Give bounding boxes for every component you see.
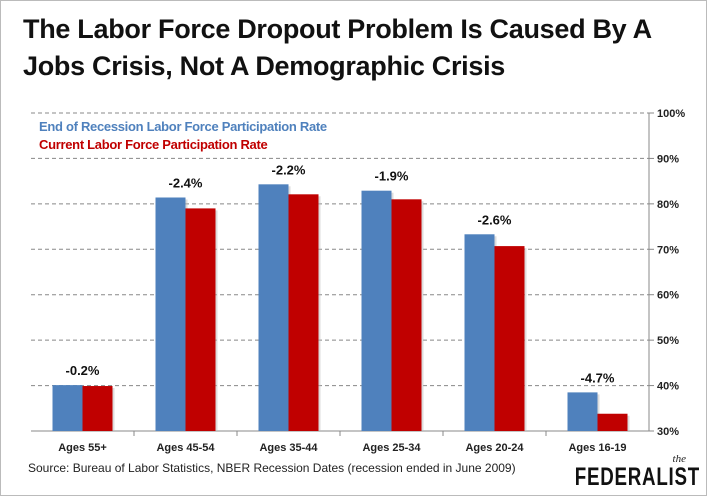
bar-end-of-recession — [52, 385, 83, 431]
legend-entry-current: Current Labor Force Participation Rate — [39, 137, 268, 152]
bar-current — [597, 413, 628, 431]
bar-current — [494, 246, 525, 431]
data-label: -2.4% — [169, 175, 203, 190]
bar-end-of-recession — [361, 190, 392, 431]
bar-end-of-recession — [567, 392, 598, 431]
federalist-logo: the FEDERALIST — [574, 453, 700, 491]
legend-entry-end-of-recession: End of Recession Labor Force Participati… — [39, 119, 327, 134]
source-note: Source: Bureau of Labor Statistics, NBER… — [28, 461, 516, 475]
x-tick-label: Ages 20-24 — [465, 442, 524, 454]
bar-current — [82, 386, 113, 431]
chart-title: The Labor Force Dropout Problem Is Cause… — [23, 14, 651, 81]
x-tick-label: Ages 25-34 — [362, 442, 421, 454]
bar-current — [391, 199, 422, 431]
y-tick-label: 100% — [657, 108, 685, 120]
y-tick-label: 40% — [657, 381, 679, 393]
bar-current — [288, 194, 319, 431]
data-label: -0.2% — [66, 363, 100, 378]
x-tick-label: Ages 55+ — [58, 442, 107, 454]
y-tick-label: 60% — [657, 290, 679, 302]
bar-end-of-recession — [464, 234, 495, 431]
y-tick-label: 90% — [657, 153, 679, 165]
x-tick-label: Ages 45-54 — [156, 442, 215, 454]
y-tick-label: 50% — [657, 335, 679, 347]
x-tick-label: Ages 35-44 — [259, 442, 318, 454]
y-tick-label: 70% — [657, 244, 679, 256]
bar-current — [185, 208, 216, 431]
y-tick-label: 80% — [657, 199, 679, 211]
data-label: -2.6% — [478, 212, 512, 227]
y-tick-label: 30% — [657, 426, 679, 438]
bar-end-of-recession — [155, 197, 186, 431]
bar-end-of-recession — [258, 184, 289, 431]
data-label: -1.9% — [375, 169, 409, 184]
data-label: -4.7% — [581, 370, 615, 385]
x-tick-label: Ages 16-19 — [568, 442, 626, 454]
data-label: -2.2% — [272, 162, 306, 177]
